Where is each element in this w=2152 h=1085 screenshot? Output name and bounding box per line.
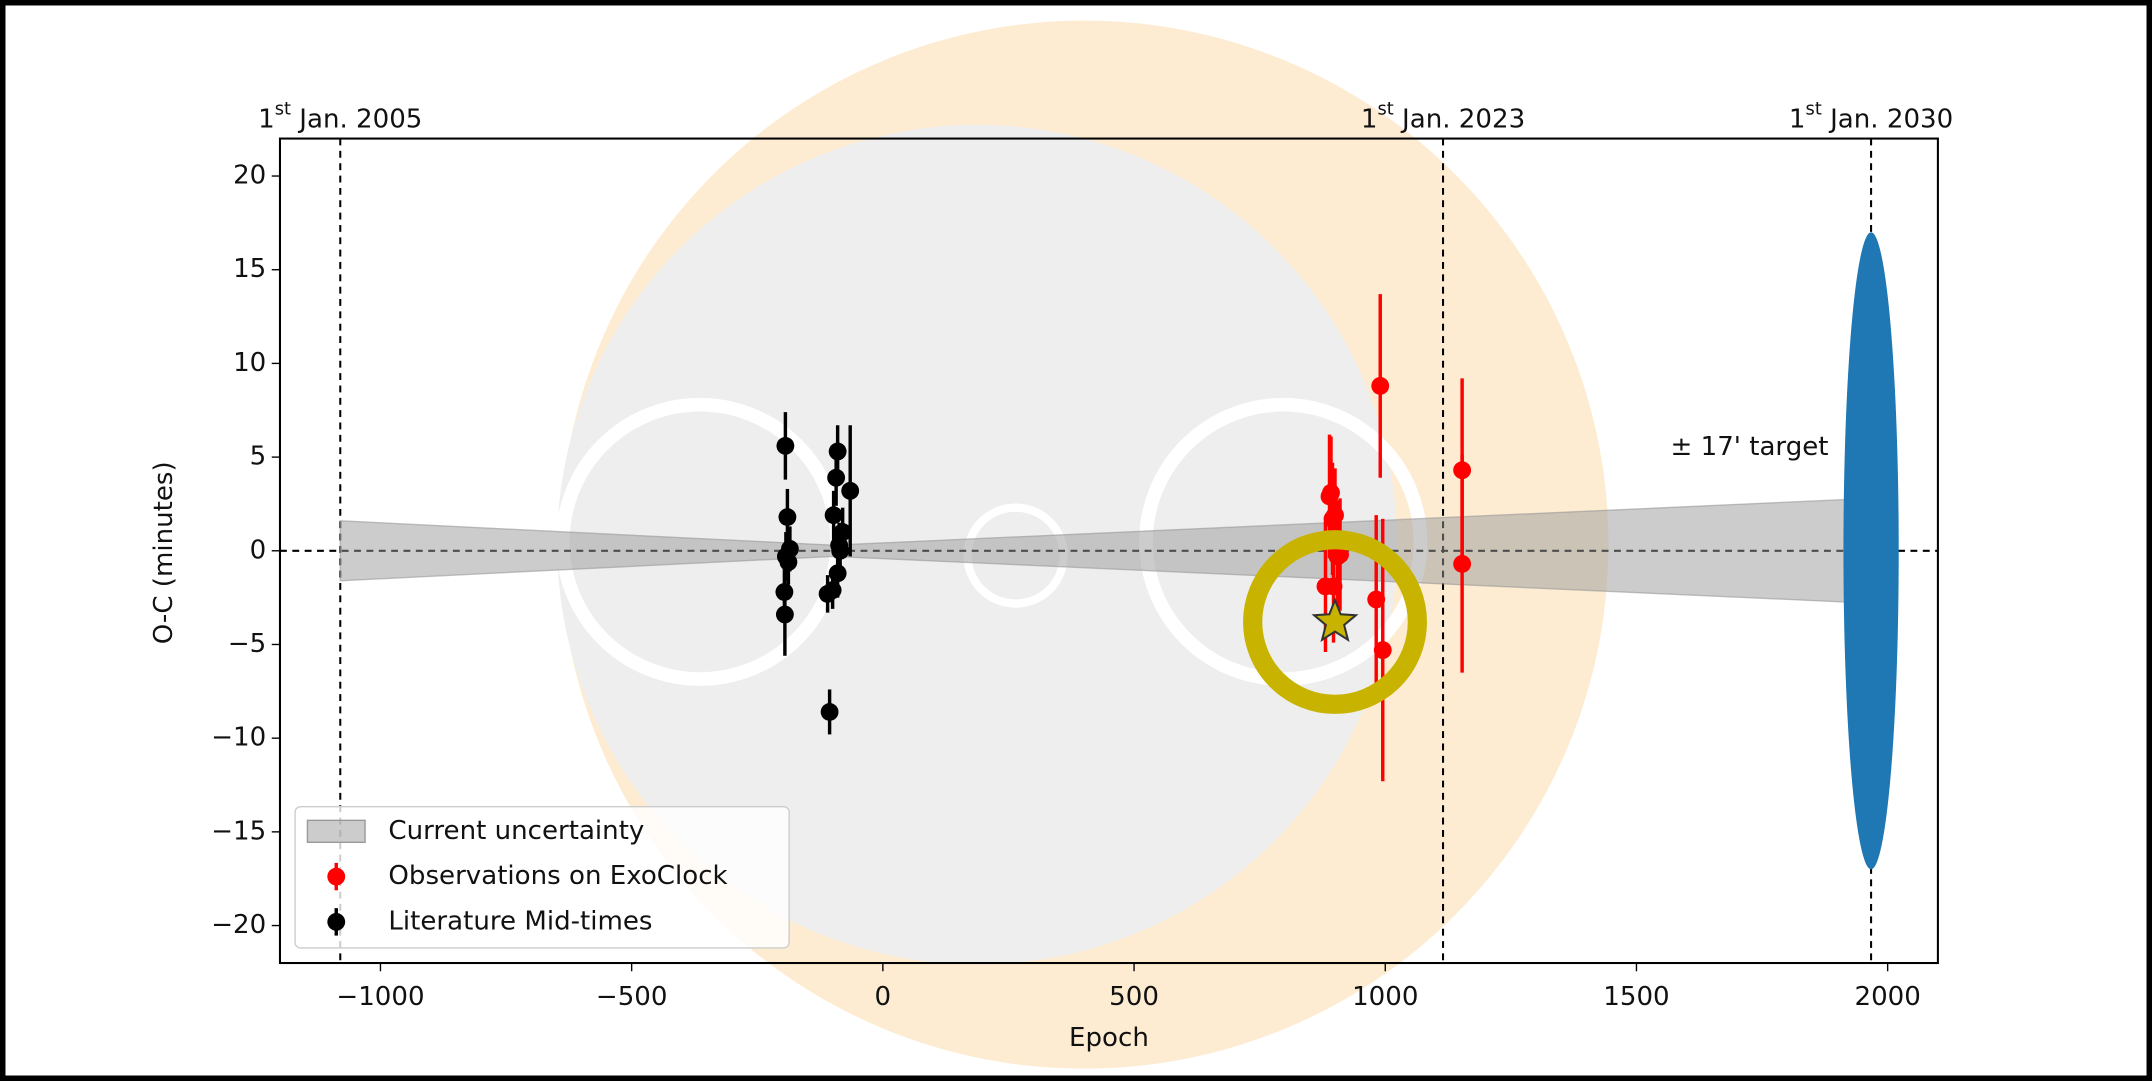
y-tick-label: 20 — [233, 161, 266, 191]
y-tick-label: 5 — [250, 442, 267, 472]
date-day: 1 — [1789, 104, 1806, 134]
y-tick-label: −5 — [228, 629, 266, 659]
date-suffix: st — [275, 99, 291, 120]
data-point — [775, 605, 794, 624]
legend-swatch — [306, 819, 366, 843]
date-day: 1 — [258, 104, 275, 134]
date-suffix: st — [1806, 99, 1822, 120]
x-tick-label: −500 — [596, 982, 668, 1012]
date-text: Jan. 2023 — [1394, 104, 1525, 134]
date-day: 1 — [1361, 104, 1378, 134]
legend-swatch — [327, 867, 346, 886]
data-point — [780, 539, 799, 558]
x-tick-label: 0 — [875, 982, 892, 1012]
x-tick-label: 1500 — [1603, 982, 1669, 1012]
data-point — [1453, 554, 1472, 573]
data-point — [824, 506, 843, 525]
x-tick-label: 500 — [1109, 982, 1159, 1012]
data-point — [831, 541, 850, 560]
date-label: 1st Jan. 2005 — [258, 99, 422, 134]
legend-swatch — [327, 912, 346, 931]
y-tick-label: 0 — [250, 535, 267, 565]
x-axis-label: Epoch — [1069, 1023, 1149, 1053]
data-point — [820, 703, 839, 721]
legend-box — [294, 805, 790, 949]
y-axis-label: O-C (minutes) — [149, 461, 179, 644]
data-point — [828, 564, 847, 583]
date-suffix: st — [1377, 99, 1393, 120]
data-point — [833, 523, 852, 541]
legend-label: Literature Mid-times — [388, 906, 652, 936]
y-tick-label: −10 — [211, 723, 266, 753]
y-tick-label: 10 — [233, 348, 266, 378]
date-text: Jan. 2030 — [1822, 104, 1953, 134]
data-point — [828, 442, 847, 461]
data-point — [841, 481, 860, 500]
target-window — [1843, 232, 1899, 870]
date-text: Jan. 2005 — [291, 104, 422, 134]
y-tick-label: −15 — [211, 816, 266, 846]
data-point — [1371, 376, 1390, 395]
y-tick-label: 15 — [233, 254, 266, 284]
annotation: ± 17' target — [1670, 432, 1828, 462]
data-point — [776, 436, 795, 455]
highlight-star — [1311, 597, 1359, 643]
legend-label: Current uncertainty — [388, 816, 644, 846]
x-tick-label: 1000 — [1352, 982, 1418, 1012]
legend-label: Observations on ExoClock — [388, 861, 728, 891]
date-label: 1st Jan. 2023 — [1361, 99, 1525, 134]
x-tick-label: −1000 — [336, 982, 424, 1012]
highlight-ring — [1243, 530, 1427, 714]
data-point — [778, 508, 797, 526]
data-point — [1367, 590, 1386, 609]
data-point — [1373, 641, 1392, 660]
data-point — [1331, 545, 1349, 564]
date-label: 1st Jan. 2030 — [1789, 99, 1953, 134]
x-tick-label: 2000 — [1854, 982, 1920, 1012]
y-tick-label: −20 — [211, 910, 266, 940]
